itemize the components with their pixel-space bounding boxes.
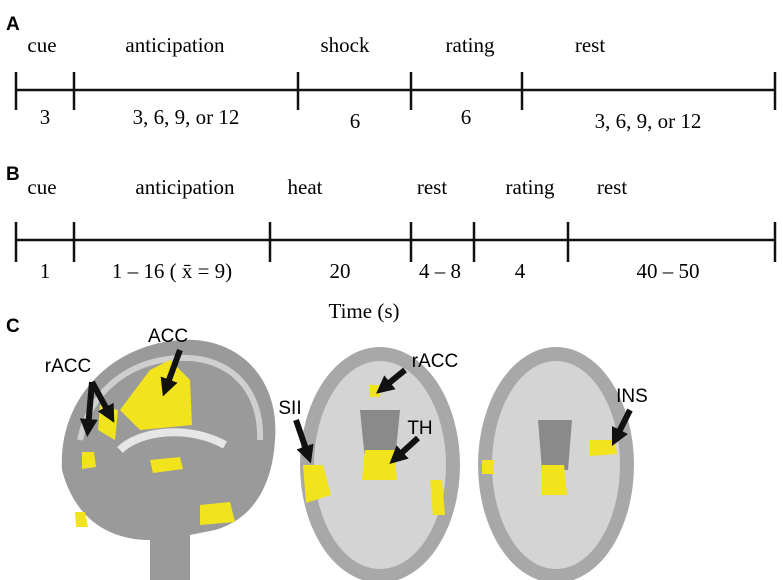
duration: 40 – 50 [637, 259, 700, 283]
phase: rest [575, 33, 605, 57]
region-label: TH [407, 418, 432, 439]
duration: 3 [40, 105, 51, 129]
phase: rating [506, 175, 555, 199]
phase: anticipation [135, 175, 235, 199]
duration: 4 [515, 259, 526, 283]
brain-axial [300, 347, 460, 580]
duration: 6 [350, 109, 361, 133]
duration: 4 – 8 [419, 259, 461, 283]
phase: cue [27, 175, 56, 199]
phase: rating [446, 33, 495, 57]
duration: 3, 6, 9, or 12 [133, 105, 240, 129]
axis-label: Time (s) [329, 299, 400, 323]
phase: anticipation [125, 33, 225, 57]
arrows [79, 348, 633, 465]
timeline [14, 72, 777, 110]
phase: shock [321, 33, 370, 57]
panel-label: A [6, 14, 20, 35]
region-label: ACC [148, 326, 188, 347]
phase: rest [417, 175, 447, 199]
region-label: rACC [45, 356, 91, 377]
region-label: rACC [412, 351, 458, 372]
panel-label: C [6, 316, 20, 337]
duration: 1 – 16 ( x̄ = 9) [112, 259, 232, 283]
duration: 1 [40, 259, 51, 283]
brain-sagittal [61, 339, 276, 580]
duration: 20 [330, 259, 351, 283]
phase: rest [597, 175, 627, 199]
duration: 3, 6, 9, or 12 [595, 109, 702, 133]
panel-label: B [6, 164, 20, 185]
phase: cue [27, 33, 56, 57]
brain-axial [478, 347, 634, 580]
region-label: INS [616, 386, 648, 407]
phase: heat [288, 175, 323, 199]
duration: 6 [461, 105, 472, 129]
region-label: SII [278, 398, 301, 419]
timeline [14, 222, 777, 262]
